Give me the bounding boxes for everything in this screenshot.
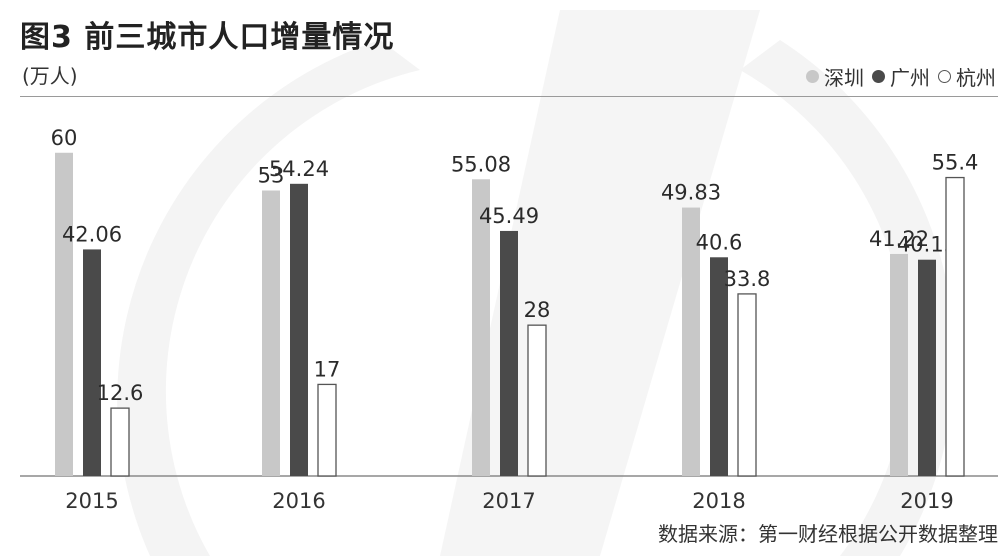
- data-label-shenzhen-2016: 53: [258, 163, 285, 187]
- legend: 深圳 广州 杭州: [806, 62, 996, 91]
- bar-shenzhen-2018: [682, 207, 700, 476]
- legend-item-guangzhou: 广州: [872, 62, 930, 91]
- bar-guangzhou-2017: [500, 230, 518, 476]
- bar-guangzhou-2019: [918, 259, 936, 476]
- legend-label-hangzhou: 杭州: [956, 66, 996, 90]
- bar-shenzhen-2015: [55, 152, 73, 476]
- data-label-hangzhou-2015: 12.6: [97, 381, 144, 405]
- source-note: 数据来源：第一财经根据公开数据整理: [658, 522, 998, 546]
- legend-swatch-hangzhou: [938, 70, 951, 83]
- x-tick-label-2018: 2018: [692, 489, 745, 513]
- bar-guangzhou-2016: [290, 183, 308, 476]
- data-label-guangzhou-2017: 45.49: [479, 204, 539, 228]
- data-label-guangzhou-2015: 42.06: [62, 222, 122, 246]
- x-tick-label-2019: 2019: [900, 489, 953, 513]
- legend-item-shenzhen: 深圳: [806, 62, 864, 91]
- data-label-hangzhou-2017: 28: [524, 298, 551, 322]
- data-label-guangzhou-2018: 40.6: [696, 230, 743, 254]
- data-label-hangzhou-2018: 33.8: [724, 267, 771, 291]
- unit-label: (万人): [22, 64, 78, 88]
- bar-shenzhen-2019: [890, 253, 908, 476]
- bar-hangzhou-2015: [110, 407, 130, 477]
- bar-hangzhou-2016: [317, 383, 337, 477]
- legend-item-hangzhou: 杭州: [938, 62, 996, 91]
- bar-hangzhou-2017: [527, 324, 547, 477]
- legend-swatch-shenzhen: [806, 70, 819, 83]
- bar-shenzhen-2016: [262, 190, 280, 476]
- legend-swatch-guangzhou: [872, 70, 885, 83]
- data-label-shenzhen-2015: 60: [51, 126, 78, 150]
- x-tick-label-2017: 2017: [482, 489, 535, 513]
- legend-label-guangzhou: 广州: [890, 66, 930, 90]
- chart-title: 图3 前三城市人口增量情况: [20, 20, 395, 55]
- data-label-guangzhou-2016: 54.24: [269, 157, 329, 181]
- bar-guangzhou-2015: [83, 249, 101, 476]
- x-tick-label-2016: 2016: [272, 489, 325, 513]
- data-label-shenzhen-2017: 55.08: [451, 152, 511, 176]
- data-label-shenzhen-2019: 41.22: [869, 227, 929, 251]
- bar-shenzhen-2017: [472, 179, 490, 476]
- bar-hangzhou-2018: [737, 293, 757, 477]
- x-tick-label-2015: 2015: [65, 489, 118, 513]
- data-label-hangzhou-2016: 17: [314, 357, 341, 381]
- data-label-hangzhou-2019: 55.4: [932, 151, 979, 175]
- data-label-shenzhen-2018: 49.83: [661, 181, 721, 205]
- header-rule: [20, 96, 998, 97]
- bar-guangzhou-2018: [710, 257, 728, 476]
- legend-label-shenzhen: 深圳: [824, 66, 864, 90]
- bar-hangzhou-2019: [945, 176, 965, 477]
